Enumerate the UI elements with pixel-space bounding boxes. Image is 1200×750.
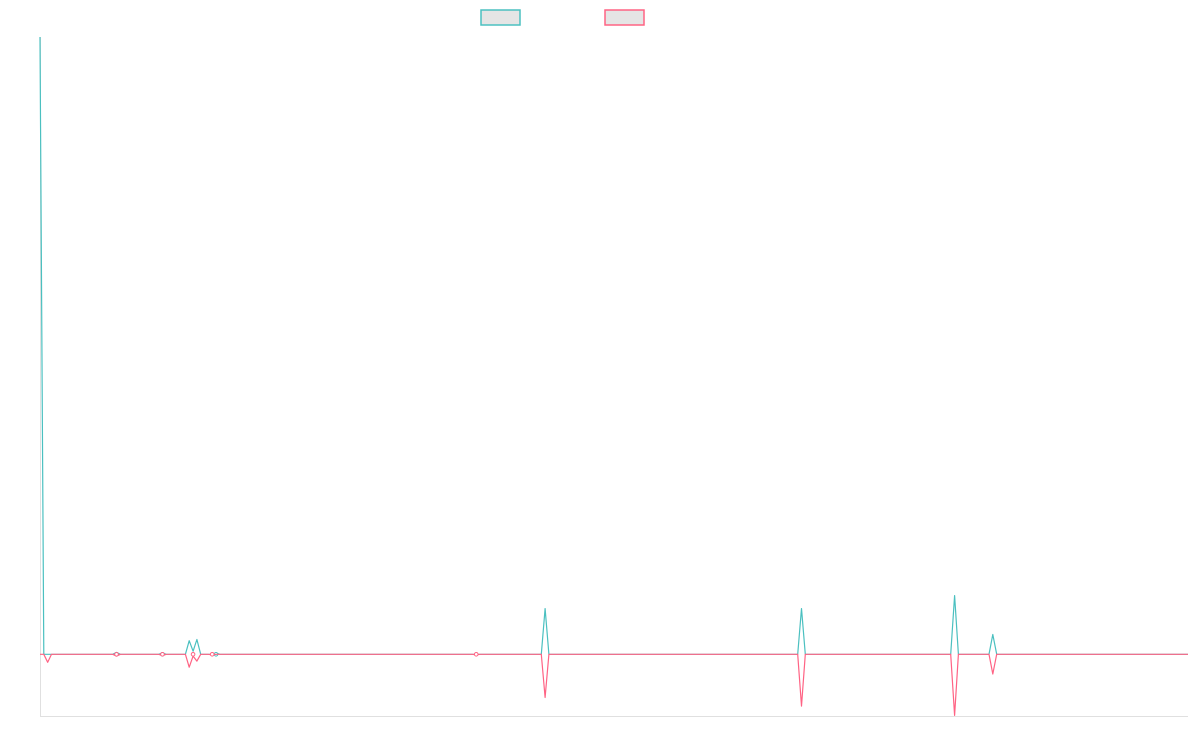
series-2-point[interactable]	[473, 651, 479, 657]
series-2-line	[40, 653, 1188, 716]
legend-swatch-series-2[interactable]	[604, 9, 645, 26]
series-2-point[interactable]	[209, 651, 215, 657]
legend	[480, 9, 645, 26]
series-2-point[interactable]	[160, 651, 165, 657]
plot-area	[39, 36, 1188, 716]
series-1-line	[39, 36, 1188, 655]
series-2-point[interactable]	[114, 651, 119, 657]
series-2-point[interactable]	[190, 651, 196, 657]
legend-swatch-series-1[interactable]	[480, 9, 521, 26]
